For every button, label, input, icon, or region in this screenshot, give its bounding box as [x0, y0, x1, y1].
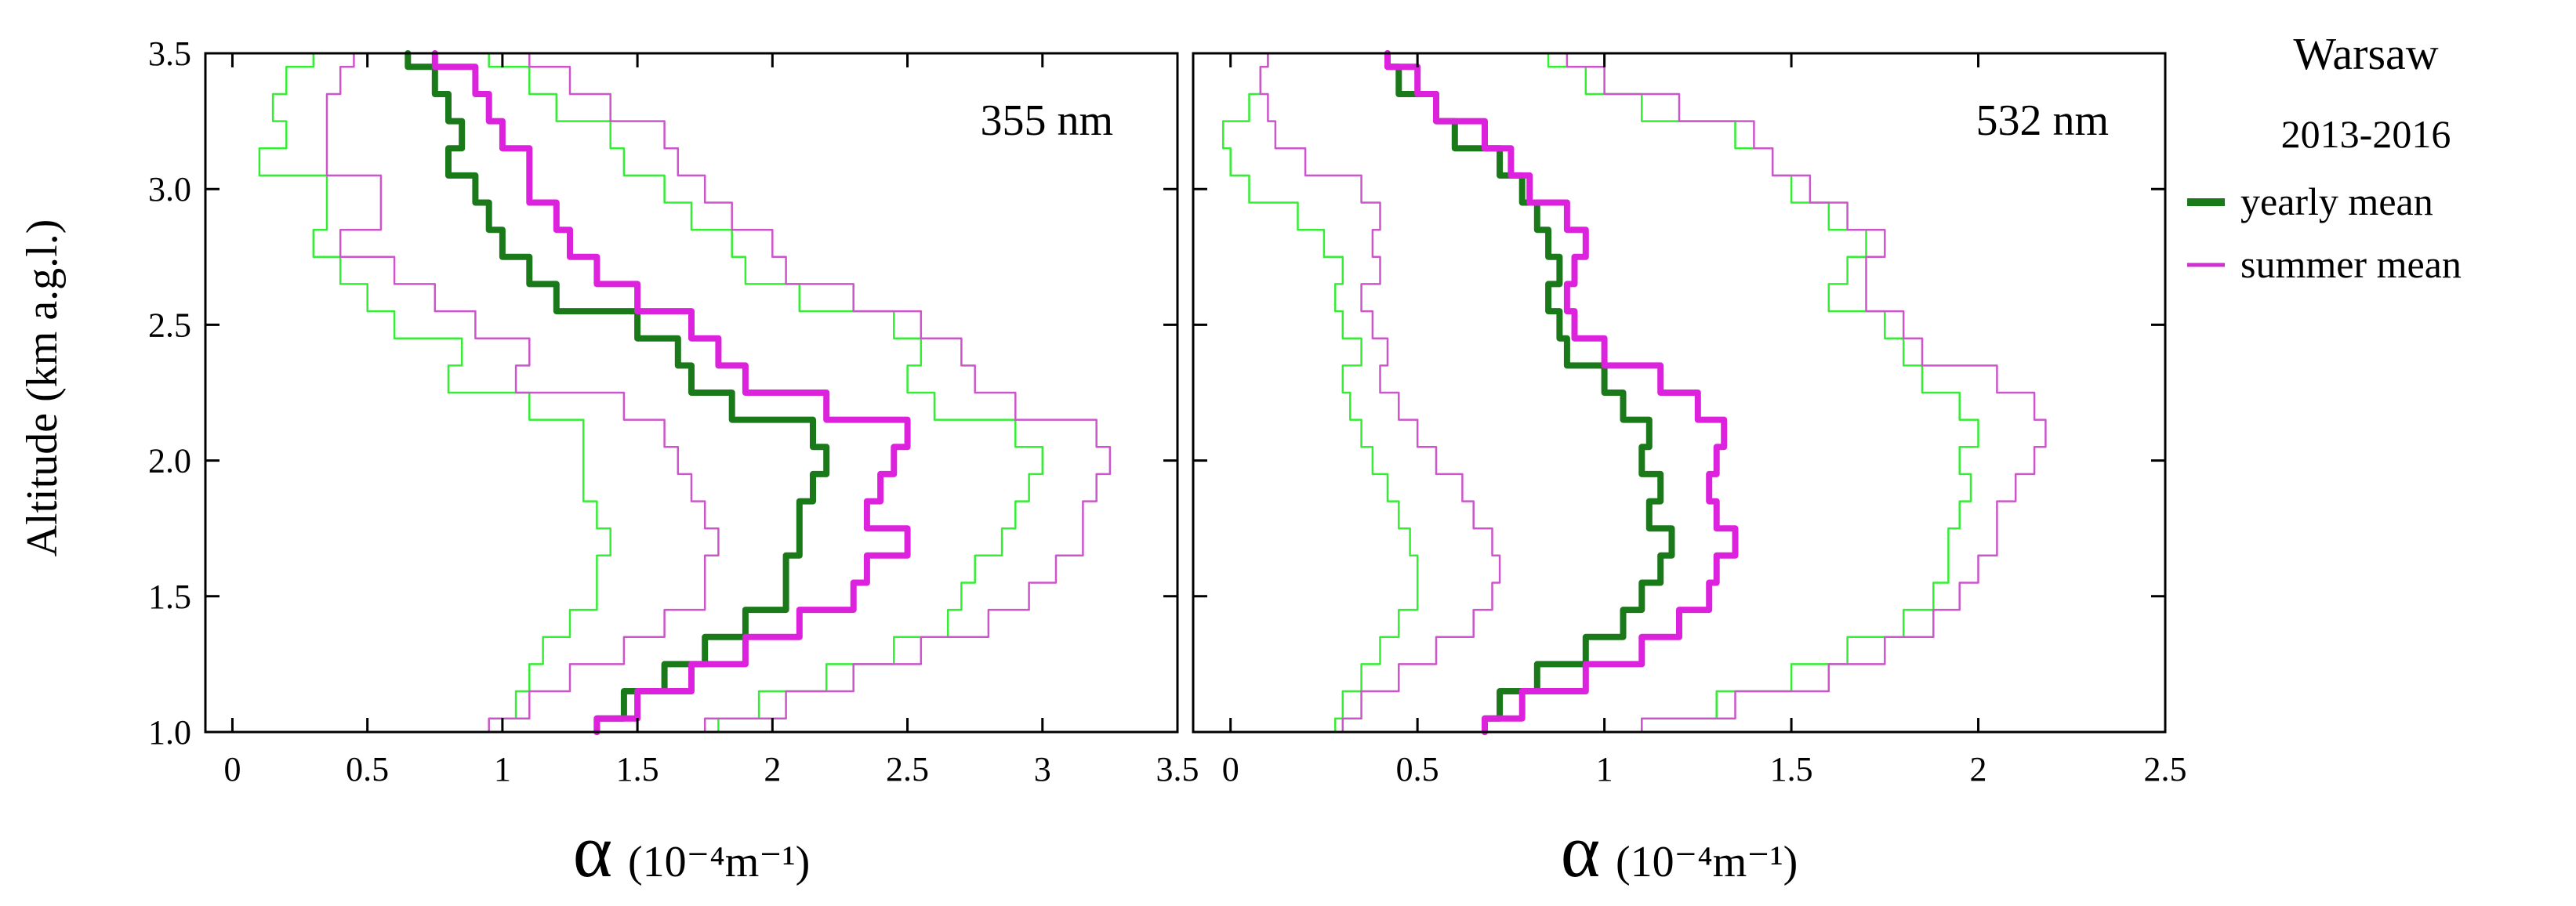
panel-532nm-xtick-label: 2.5: [2144, 750, 2187, 788]
panel-532nm-xtick-label: 0.5: [1396, 750, 1439, 788]
panel-532nm-frame: [1192, 52, 2167, 734]
panel-355nm-series-yearly-mean-std: [488, 52, 1044, 734]
panel-355nm-ytick-label: 3.0: [148, 170, 191, 208]
panel-355nm-ytick-label: 2.5: [148, 306, 191, 344]
panel-355nm-xlabel-symbol: α: [573, 809, 612, 893]
panel-355nm-series-summer-mean-std: [325, 52, 720, 734]
panel-355nm-ytick-label: 2.0: [148, 442, 191, 480]
panel-532nm-series: [1221, 50, 2047, 735]
panel-532nm-xtick-label: 1.5: [1770, 750, 1813, 788]
panel-532nm-series-summer-mean: [1384, 50, 1739, 735]
panel-355nm-xtick-label: 1.5: [616, 750, 659, 788]
panel-355nm-xtick-label: 2: [764, 750, 781, 788]
panel-355nm-xtick-label: 2.5: [886, 750, 929, 788]
panel-355nm-xtick-label: 0: [223, 750, 241, 788]
panel-355nm-series-summer-mean-std: [528, 52, 1112, 734]
panel-355nm-ytick-label: 1.0: [148, 713, 191, 752]
panel-355nm-ytick-label: 1.5: [148, 578, 191, 616]
panel-355nm-label: 355 nm: [980, 96, 1113, 145]
panel-532nm-series-summer-mean-std: [1566, 52, 2047, 734]
y-axis-label: Altitude (km a.g.l.): [18, 219, 67, 557]
panel-355nm-xtick-label: 3: [1034, 750, 1051, 788]
legend-subtitle: 2013-2016: [2281, 112, 2451, 156]
panel-355nm-xtick-label: 3.5: [1156, 750, 1199, 788]
panel-532nm-xlabel-symbol: α: [1561, 809, 1600, 893]
panel-355nm-xlabel-unit: (10⁻⁴m⁻¹): [628, 838, 810, 886]
panel-532nm-xlabel-unit: (10⁻⁴m⁻¹): [1616, 838, 1798, 886]
panel-532nm-series-yearly-mean: [1384, 50, 1675, 735]
legend: Warsaw 2013-2016 yearly mean summer mean: [2187, 28, 2462, 286]
panel-355nm-series-yearly-mean: [405, 50, 830, 735]
svg-text:α (10⁻⁴m⁻¹): α (10⁻⁴m⁻¹): [1561, 809, 1798, 893]
panel-355nm-series: [258, 50, 1112, 735]
svg-text:α (10⁻⁴m⁻¹): α (10⁻⁴m⁻¹): [573, 809, 811, 893]
legend-entry-summer-mean: summer mean: [2240, 242, 2462, 286]
panel-355nm-series-summer-mean: [431, 50, 911, 735]
panel-355nm-xtick-label: 1: [494, 750, 511, 788]
panel-355nm: 0 0.5 1 1.5 2 2.5 3 3.5 1.0 1.5 2.0 2.5 3.0 3.5 355 n…: [148, 34, 1199, 893]
panel-532nm-series-yearly-mean-std: [1221, 52, 1419, 734]
panel-532nm-xtick-label: 2: [1970, 750, 1987, 788]
panel-532nm-series-summer-mean-std: [1259, 52, 1501, 734]
panel-532nm: 0 0.5 1 1.5 2 2.5 532 nm α (10⁻⁴m⁻¹): [1192, 50, 2187, 893]
legend-entry-yearly-mean: yearly mean: [2240, 179, 2433, 223]
panel-532nm-xtick-label: 1: [1596, 750, 1613, 788]
panel-355nm-ticks: 0 0.5 1 1.5 2 2.5 3 3.5 1.0 1.5 2.0 2.5 3.0 3.5: [148, 34, 1199, 788]
panel-355nm-frame: [204, 52, 1179, 734]
panel-355nm-xlabel: α (10⁻⁴m⁻¹): [573, 809, 811, 893]
panel-532nm-xtick-label: 0: [1222, 750, 1239, 788]
panel-355nm-series-yearly-mean-std: [258, 52, 611, 734]
panel-355nm-xtick-label: 0.5: [346, 750, 389, 788]
panel-532nm-xlabel: α (10⁻⁴m⁻¹): [1561, 809, 1798, 893]
panel-532nm-label: 532 nm: [1976, 96, 2109, 145]
legend-title: Warsaw: [2293, 28, 2438, 79]
panel-532nm-ticks: 0 0.5 1 1.5 2 2.5: [1193, 52, 2187, 788]
panel-355nm-ytick-label: 3.5: [148, 34, 191, 73]
